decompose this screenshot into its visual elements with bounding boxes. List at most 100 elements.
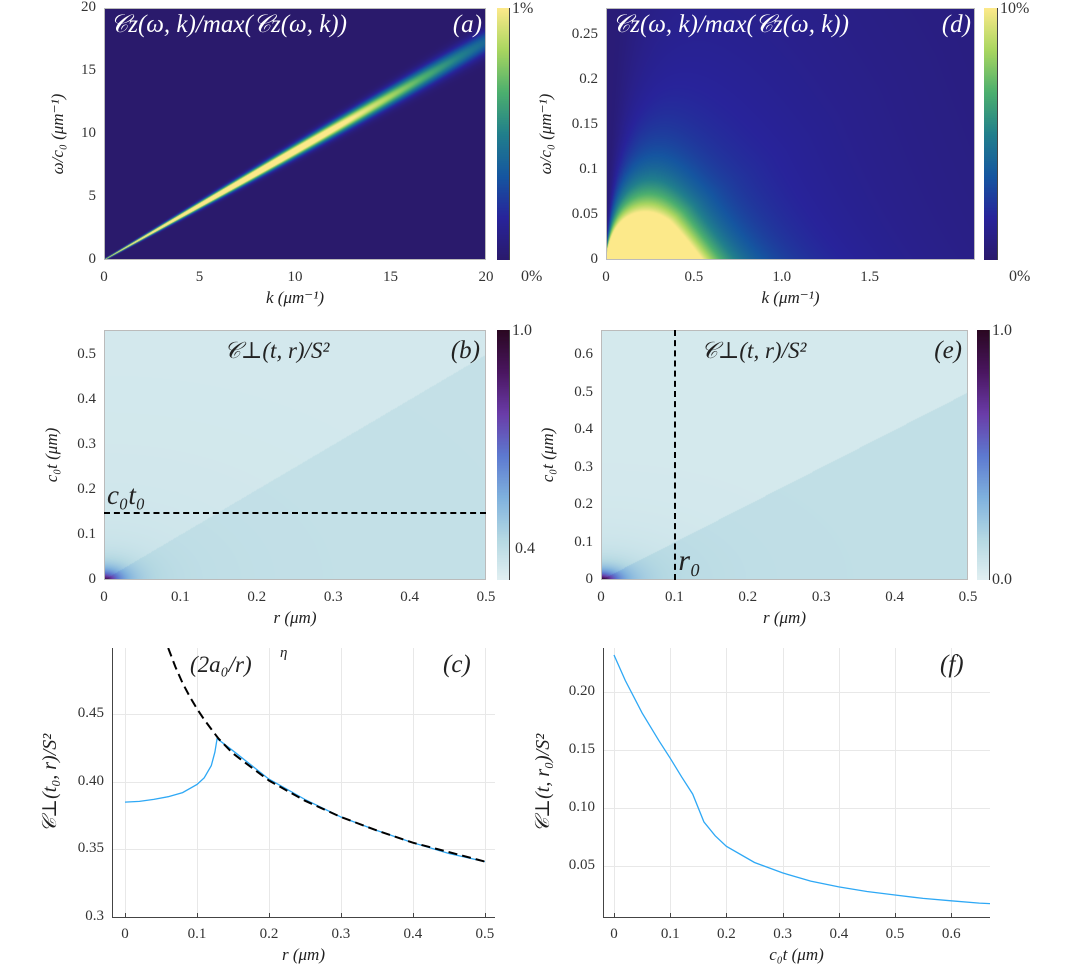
x-tick-label: 0.1 bbox=[171, 589, 190, 605]
y-tick-label: 0.20 bbox=[568, 683, 595, 700]
x-tick-label: 0.3 bbox=[331, 926, 351, 942]
x-tick-label: 0.4 bbox=[400, 589, 419, 605]
x-tick-mark bbox=[782, 913, 784, 918]
y-axis-label-f: 𝒞⊥(t, r₀)/S² bbox=[532, 733, 554, 832]
grid-line-x bbox=[782, 648, 784, 917]
x-tick-mark bbox=[124, 913, 126, 918]
data-curve bbox=[613, 654, 990, 905]
fit-curve-dashed bbox=[167, 648, 486, 863]
panel-title-b: 𝒞⊥(t, r)/S² bbox=[224, 338, 330, 363]
x-tick-label: 0.2 bbox=[247, 589, 267, 605]
y-tick-label: 0.40 bbox=[77, 772, 104, 789]
colorbar-axis-a bbox=[509, 8, 510, 260]
x-tick-label: 0.5 bbox=[475, 926, 495, 942]
panel-label-b: (b) bbox=[450, 337, 480, 364]
panel-title-bar-b: 𝒞⊥(t, r)/S² (b) bbox=[224, 336, 480, 366]
panel-label-e: (e) bbox=[934, 337, 962, 364]
x-tick-mark bbox=[268, 913, 270, 918]
plot-frame-d bbox=[606, 8, 975, 260]
plot-area-c bbox=[124, 648, 486, 863]
x-tick-label: 15 bbox=[383, 269, 398, 285]
y-tick-label: 0.5 bbox=[77, 345, 96, 362]
panel-title-e: 𝒞⊥(t, r)/S² bbox=[701, 338, 807, 363]
x-tick-mark bbox=[484, 913, 486, 918]
y-tick-label: 0.1 bbox=[574, 533, 593, 550]
grid-line-y bbox=[603, 808, 990, 809]
plot-frame-a bbox=[104, 8, 486, 260]
x-tick-label: 0.3 bbox=[811, 589, 831, 605]
panel-label-c: (c) bbox=[443, 651, 471, 678]
grid-line-y bbox=[603, 750, 990, 752]
heatmap-b bbox=[104, 330, 486, 580]
dashed-line-r0 bbox=[674, 330, 677, 580]
x-tick-label: 0.4 bbox=[829, 926, 849, 942]
y-tick-label: 0.3 bbox=[574, 458, 593, 475]
x-tick-label: 0.1 bbox=[187, 926, 207, 942]
y-tick-label: 0.6 bbox=[574, 346, 593, 363]
annotation-power-law-exp: η bbox=[280, 645, 288, 661]
x-tick-label: 0.6 bbox=[941, 926, 961, 942]
y-tick-label: 0.25 bbox=[571, 26, 598, 42]
colorbar-a bbox=[497, 8, 509, 260]
grid-line-x bbox=[895, 648, 897, 917]
grid-line-y bbox=[603, 865, 990, 867]
x-tick-label: 0 bbox=[121, 926, 129, 942]
colorbar-axis-b bbox=[509, 330, 510, 580]
x-tick-label: 0 bbox=[602, 269, 610, 285]
x-tick-label: 20 bbox=[478, 269, 494, 285]
grid-line-x bbox=[838, 648, 840, 917]
x-tick-label: 0.1 bbox=[660, 926, 680, 942]
x-tick-mark bbox=[670, 913, 672, 918]
grid-line-y bbox=[112, 781, 495, 783]
colorbar-axis-d bbox=[997, 8, 998, 260]
x-tick-label: 0.1 bbox=[665, 589, 684, 605]
x-tick-label: 0.5 bbox=[684, 269, 704, 285]
x-tick-mark bbox=[951, 913, 953, 918]
y-axis-label-a: ω/c₀ (μm⁻¹) bbox=[48, 93, 67, 175]
x-axis-label-c: r (μm) bbox=[282, 945, 325, 964]
y-tick-label: 0 bbox=[88, 251, 97, 267]
y-tick-label: 10 bbox=[81, 125, 96, 141]
colorbar-max-label: 1% bbox=[512, 0, 534, 17]
x-tick-label: 0.5 bbox=[885, 926, 905, 942]
x-axis-label-e: r (μm) bbox=[763, 608, 806, 627]
y-tick-label: 20 bbox=[81, 0, 96, 15]
x-tick-mark bbox=[196, 913, 198, 918]
panel-label-f: (f) bbox=[940, 651, 964, 678]
x-axis-label-f: c₀t (μm) bbox=[769, 945, 824, 964]
heatmap-a bbox=[104, 8, 486, 260]
x-tick-label: 0.3 bbox=[323, 589, 343, 605]
y-tick-label: 5 bbox=[88, 188, 97, 204]
grid-line-x bbox=[670, 648, 672, 917]
colorbar-axis-e bbox=[989, 330, 990, 580]
y-tick-label: 0.3 bbox=[85, 908, 104, 924]
colorbar-min-label: 0.0 bbox=[992, 571, 1012, 588]
x-axis-label-a: k (μm⁻¹) bbox=[266, 288, 324, 307]
colorbar-min-label: 0% bbox=[521, 268, 543, 285]
grid-line-y bbox=[112, 714, 495, 716]
panel-label-a: (a) bbox=[452, 11, 482, 38]
x-tick-label: 0.2 bbox=[738, 589, 758, 605]
y-tick-label: 0.1 bbox=[579, 161, 598, 177]
y-axis-line-c bbox=[112, 648, 113, 917]
colorbar-mid-label: 0.4 bbox=[515, 540, 535, 557]
x-axis-label-b: r (μm) bbox=[273, 608, 317, 627]
y-tick-label: 0.3 bbox=[77, 435, 96, 452]
y-axis-label-c: 𝒞⊥(t₀, r)/S² bbox=[39, 733, 61, 832]
grid-line-y bbox=[112, 849, 495, 851]
x-tick-label: 10 bbox=[287, 269, 303, 285]
grid-line-x bbox=[726, 648, 728, 917]
y-tick-label: 0.05 bbox=[571, 206, 598, 222]
x-tick-label: 0 bbox=[597, 589, 605, 605]
y-tick-label: 0.4 bbox=[574, 421, 593, 438]
y-tick-label: 0.4 bbox=[77, 390, 96, 407]
x-tick-label: 0.3 bbox=[773, 926, 792, 942]
colorbar-min-label: 0% bbox=[1009, 268, 1031, 285]
y-tick-label: 0.45 bbox=[77, 705, 104, 722]
colorbar-max-label: 1.0 bbox=[512, 322, 532, 339]
y-tick-label: 0 bbox=[585, 571, 594, 587]
x-axis-label-d: k (μm⁻¹) bbox=[761, 288, 820, 307]
y-tick-label: 0.05 bbox=[568, 856, 595, 873]
y-axis-label-d: ω/c₀ (μm⁻¹) bbox=[536, 93, 555, 175]
